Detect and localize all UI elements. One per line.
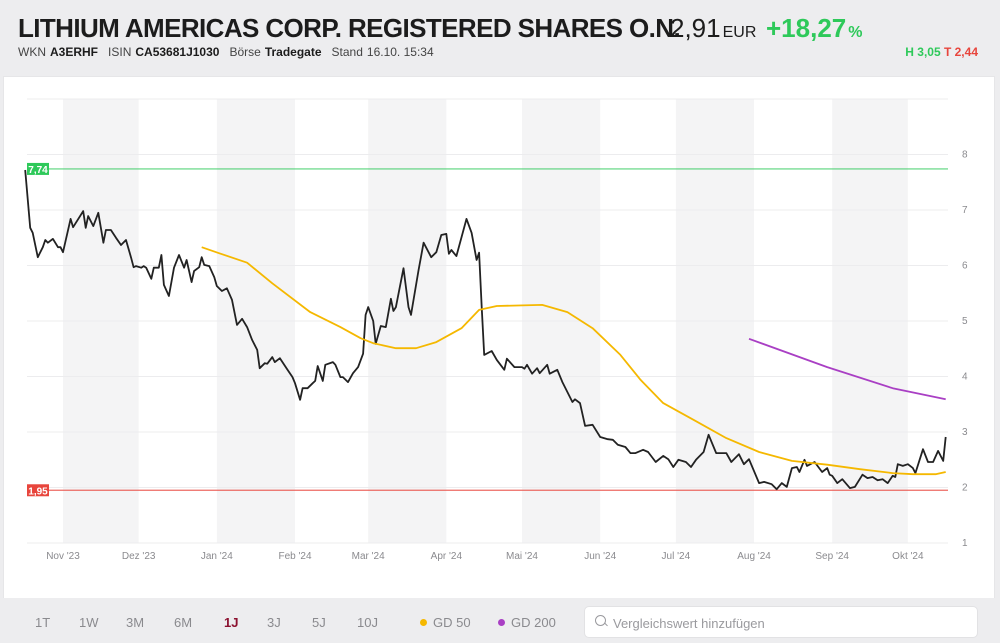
range-1j[interactable]: 1J: [224, 615, 239, 630]
x-tick-label: Sep '24: [815, 551, 849, 562]
toggle-gd200[interactable]: GD 200: [498, 615, 556, 630]
wkn-value: A3ERHF: [50, 45, 99, 59]
price-change: +18,27%: [766, 13, 862, 44]
range-3j[interactable]: 3J: [267, 615, 281, 630]
y-tick-label: 1: [962, 538, 968, 549]
y-tick-label: 3: [962, 427, 968, 438]
change-unit: %: [848, 24, 863, 41]
compare-search-input[interactable]: [611, 607, 965, 639]
gd200-label: GD 200: [511, 615, 556, 630]
max-line-badge: [27, 162, 49, 175]
gd50-series: [201, 246, 946, 476]
x-tick-label: Mar '24: [352, 551, 385, 562]
x-tick-label: Apr '24: [431, 551, 463, 562]
y-tick-label: 2: [962, 483, 968, 494]
gd50-line: [201, 246, 946, 476]
timestamp-value: 16.10. 15:34: [366, 45, 434, 59]
compare-search[interactable]: [584, 606, 978, 639]
chart-toolbar: 1T 1W 3M 6M 1J 3J 5J 10J GD 50 GD 200: [0, 598, 1000, 643]
price-chart[interactable]: 1 2 3 4 5 6 7 8 Nov '23 Dez '23 Jan '24 Feb '24 Mar …: [0, 0, 1000, 598]
y-tick-label: 7: [962, 205, 968, 216]
search-icon: [595, 615, 606, 626]
toggle-gd50[interactable]: GD 50: [420, 615, 471, 630]
price-value: 2,91: [670, 13, 721, 43]
gd50-dot-icon: [420, 619, 427, 626]
x-tick-label: Okt '24: [892, 551, 924, 562]
x-tick-label: Dez '23: [122, 551, 156, 562]
x-tick-label: Jan '24: [201, 551, 233, 562]
stock-header: LITHIUM AMERICAS CORP. REGISTERED SHARES…: [0, 0, 1000, 75]
gd200-line: [748, 337, 946, 401]
stock-title: LITHIUM AMERICAS CORP. REGISTERED SHARES…: [18, 13, 681, 43]
min-line-badge: [27, 484, 49, 497]
x-tick-label: Aug '24: [737, 551, 771, 562]
chart-area[interactable]: [3, 76, 995, 599]
range-3m[interactable]: 3M: [126, 615, 145, 630]
stock-meta: WKN A3ERHF ISIN CA53681J1030 Börse Tradegat…: [18, 45, 438, 59]
x-tick-label: Nov '23: [46, 551, 80, 562]
gd200-dot-icon: [498, 619, 505, 626]
y-tick-label: 5: [962, 316, 968, 327]
day-low: T 2,44: [943, 45, 978, 59]
price-line: [24, 169, 947, 491]
change-value: +18,27: [766, 13, 847, 43]
gd50-label: GD 50: [433, 615, 471, 630]
day-high: H 3,05: [905, 45, 941, 59]
price-currency: EUR: [722, 24, 757, 41]
current-price: 2,91 EUR: [670, 13, 756, 44]
isin-value: CA53681J1030: [135, 45, 220, 59]
x-tick-label: Mai '24: [506, 551, 538, 562]
exchange-value: Tradegate: [264, 45, 322, 59]
y-tick-label: 8: [962, 150, 968, 161]
exchange-label: Börse: [229, 45, 261, 59]
gd200-series: [748, 337, 946, 401]
min-line-label: 1,95: [28, 486, 48, 497]
price-series: [24, 169, 947, 491]
range-5j[interactable]: 5J: [312, 615, 326, 630]
y-tick-label: 4: [962, 372, 968, 383]
high-low: H 3,05 T 2,44: [905, 45, 978, 59]
x-tick-label: Jun '24: [584, 551, 616, 562]
x-tick-label: Jul '24: [662, 551, 691, 562]
max-line-label: 7,74: [28, 165, 48, 176]
isin-label: ISIN: [108, 45, 132, 59]
range-10j[interactable]: 10J: [357, 615, 378, 630]
range-1w[interactable]: 1W: [79, 615, 99, 630]
x-tick-label: Feb '24: [279, 551, 312, 562]
range-1t[interactable]: 1T: [35, 615, 51, 630]
timestamp-label: Stand: [331, 45, 363, 59]
wkn-label: WKN: [18, 45, 46, 59]
y-tick-label: 6: [962, 261, 968, 272]
range-6m[interactable]: 6M: [174, 615, 193, 630]
